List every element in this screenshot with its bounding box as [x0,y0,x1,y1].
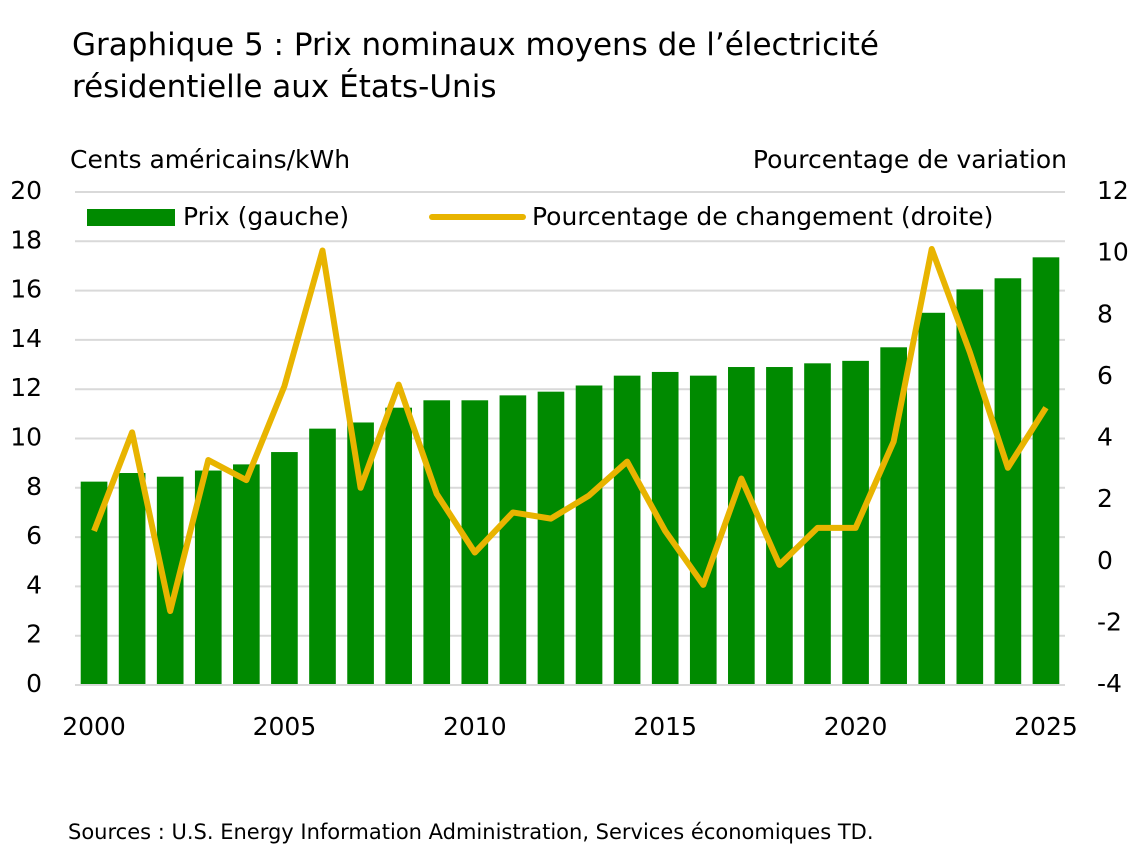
y-tick-label: 4 [26,570,42,599]
y2-tick-label: 12 [1097,176,1129,205]
bar [423,400,451,685]
x-tick-label: 2000 [62,712,126,741]
y-tick-label: 20 [10,176,42,205]
bar [385,407,412,685]
bar [766,367,793,685]
chart: Cents américains/kWh Pourcentage de vari… [10,145,1129,741]
x-tick-label: 2015 [633,712,697,741]
x-tick-label: 2005 [253,712,317,741]
y-tick-label: 8 [26,472,42,501]
bar [728,367,755,685]
legend-label: Pourcentage de changement (droite) [532,202,993,231]
y-tick-label: 0 [26,669,42,698]
y2-tick-label: 2 [1097,484,1113,513]
bar [118,473,146,685]
bar [309,428,336,685]
bar [689,375,717,685]
y-tick-label: 18 [10,225,42,254]
chart-title: Graphique 5 : Prix nominaux moyens de l’… [72,27,879,105]
y-tick-label: 14 [10,324,42,353]
y-tick-label: 10 [10,423,42,452]
line [91,246,1049,615]
bar [233,464,260,685]
y2-tick-label: 0 [1097,546,1113,575]
bar [499,395,527,685]
x-tick-label: 2010 [443,712,507,741]
bar [804,363,831,685]
y2-tick-label: 8 [1097,299,1113,328]
legend-label: Prix (gauche) [183,202,349,231]
y2-tick-label: -4 [1097,669,1122,698]
y-axis-label: Cents américains/kWh [70,145,350,174]
bar [537,391,565,685]
y2-tick-label: -2 [1097,607,1122,636]
y2-tick-label: 6 [1097,361,1113,390]
legend-swatch [87,209,175,226]
y-tick-label: 2 [26,620,42,649]
bar [575,385,603,685]
bar [271,452,298,685]
source-note: Sources : U.S. Energy Information Admini… [68,820,874,844]
x-tick-label: 2020 [824,712,888,741]
bar [613,375,641,685]
bar [1032,257,1060,685]
bar [918,312,946,685]
y2-tick-label: 10 [1097,238,1129,267]
y-tick-label: 12 [10,373,42,402]
y2-tick-label: 4 [1097,423,1113,452]
y2-axis-label: Pourcentage de variation [753,145,1067,174]
y-tick-label: 16 [10,275,42,304]
x-tick-label: 2025 [1014,712,1078,741]
y-tick-label: 6 [26,521,42,550]
bar [994,278,1022,685]
